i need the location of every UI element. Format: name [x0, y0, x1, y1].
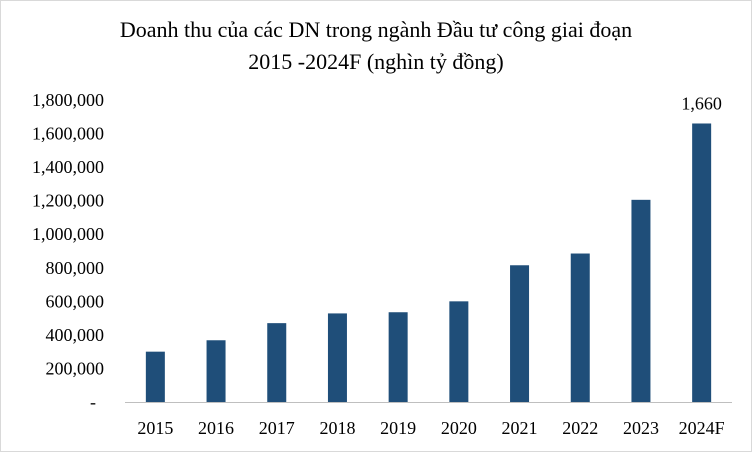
x-tick-label: 2020 [441, 418, 477, 438]
y-axis-ticks: - 200,000 400,000 600,000 800,000 1,000,000 1,… [32, 90, 104, 412]
x-axis-ticks: 2015 2016 2017 2018 2019 2020 2021 2022 2023 2024… [137, 418, 724, 438]
y-tick-label: 600,000 [46, 291, 105, 311]
data-label: 1,660 [681, 93, 722, 113]
bar-2018 [327, 313, 347, 402]
x-tick-label: 2024F [679, 418, 725, 438]
bar-2021 [510, 265, 530, 402]
y-tick-label: 800,000 [46, 258, 105, 278]
x-tick-label: 2022 [562, 418, 598, 438]
bars [145, 123, 712, 402]
bar-2017 [267, 323, 287, 402]
data-labels: 1,660 [681, 93, 722, 113]
y-tick-label: - [90, 392, 96, 412]
y-tick-label: 1,200,000 [32, 191, 104, 211]
bar-2024F [692, 123, 712, 402]
x-tick-label: 2018 [319, 418, 355, 438]
x-tick-label: 2016 [198, 418, 234, 438]
chart-title: Doanh thu của các DN trong ngành Đầu tư … [119, 17, 633, 74]
bar-2015 [145, 351, 165, 402]
y-tick-label: 1,000,000 [32, 224, 104, 244]
x-tick-label: 2023 [623, 418, 659, 438]
bar-2020 [449, 301, 469, 402]
x-tick-label: 2019 [380, 418, 416, 438]
y-tick-label: 1,600,000 [32, 124, 104, 144]
y-tick-label: 400,000 [46, 325, 105, 345]
bar-2023 [631, 199, 651, 402]
y-tick-label: 1,400,000 [32, 157, 104, 177]
bar-2019 [388, 312, 408, 402]
x-tick-label: 2017 [259, 418, 295, 438]
x-tick-label: 2015 [137, 418, 173, 438]
x-tick-label: 2021 [502, 418, 538, 438]
y-tick-label: 1,800,000 [32, 90, 104, 110]
bar-2016 [206, 340, 226, 402]
bar-2022 [570, 253, 590, 402]
y-tick-label: 200,000 [46, 358, 105, 378]
